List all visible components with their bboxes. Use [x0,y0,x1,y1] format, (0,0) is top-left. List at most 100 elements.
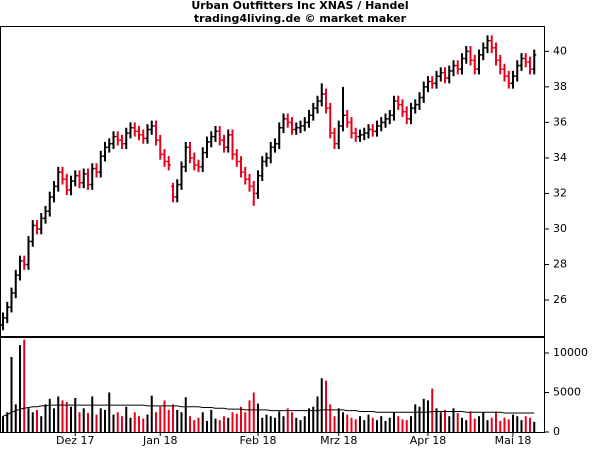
volume-bar [469,411,472,432]
volume-bar [418,406,421,432]
volume-bar [197,417,200,432]
volume-y-tick-label: 10000 [553,346,588,359]
volume-bar [286,408,289,432]
volume-bar [431,388,434,432]
volume-bar [19,345,21,432]
volume-bar [435,408,438,432]
volume-bar [520,420,523,432]
volume-bar [189,416,191,432]
volume-bar [163,400,166,432]
x-tick-label: Mrz 18 [320,434,357,447]
volume-bar [380,416,383,432]
x-tick-label: Feb 18 [240,434,277,447]
volume-bar [31,412,34,432]
y-tick-label: 30 [553,222,567,235]
volume-bar [269,416,272,432]
volume-bar [257,403,259,432]
volume-bar [265,414,268,432]
volume-bar [512,414,514,432]
volume-bar [363,420,366,432]
volume-bar [104,409,106,432]
volume-bar [371,417,374,432]
volume-bar [303,416,306,432]
y-tick-label: 34 [553,151,567,164]
volume-bar [448,416,451,432]
volume-bar [82,408,85,432]
volume-bar [427,400,429,432]
chart-title: Urban Outfitters Inc XNAS / Handel [191,0,408,12]
volume-ma-line [2,404,535,417]
volume-bar [299,420,302,432]
volume-bar [95,414,98,432]
volume-bar [121,416,123,432]
volume-bar [384,420,387,432]
y-tick-label: 38 [553,80,567,93]
volume-panel [0,337,545,433]
volume-bar [414,404,417,432]
volume-bar [218,420,221,432]
volume-bar [193,420,196,432]
y-tick-label: 26 [553,293,567,306]
volume-bar [486,420,489,432]
volume-bar [333,416,336,432]
volume-bar [167,409,170,432]
y-tick-label: 40 [553,44,567,57]
volume-bar [499,420,502,432]
volume-bar [291,412,293,432]
volume-bar [422,398,425,432]
x-tick-label: Jan 18 [142,434,177,447]
volume-bar [397,416,400,432]
volume-bar [465,420,468,432]
volume-bar [36,409,38,432]
volume-bar [533,421,536,432]
volume-bar [482,412,485,432]
volume-bar [210,409,213,432]
volume-bar [159,406,162,432]
y-tick-label: 28 [553,258,567,271]
x-tick-label: Dez 17 [56,434,95,447]
volume-bar [359,416,361,432]
volume-bar [206,420,208,432]
volume-bar [235,413,238,432]
volume-bar [65,401,68,432]
volume-bar [176,409,179,432]
volume-bar [78,412,81,432]
volume-bar [201,412,204,432]
volume-bar [125,406,128,432]
volume-bar [184,397,187,432]
volume-bar [507,419,510,432]
volume-bar [456,413,459,432]
volume-bar [329,404,332,432]
volume-bar [367,414,370,432]
chart-subtitle: trading4living.de © market maker [194,12,407,25]
volume-bar [91,396,94,432]
volume-bar [405,420,408,432]
volume-bar [48,398,51,432]
volume-bar [452,408,455,432]
volume-bar [10,356,13,432]
y-tick-label: 32 [553,186,567,199]
volume-bar [252,392,255,432]
volume-bar [516,416,519,432]
volume-bar [99,408,102,432]
volume-bar [6,412,9,432]
x-tick-label: Mai 18 [495,434,532,447]
volume-bar [227,417,230,432]
volume-bar [410,416,412,432]
volume-bar [244,412,247,432]
volume-bar [150,395,153,432]
volume-bar [439,412,442,432]
volume-bar [461,417,463,432]
volume-bar [142,418,145,432]
volume-bar [503,417,506,432]
volume-bar [316,396,319,432]
volume-bar [87,413,89,432]
volume-bar [388,417,391,432]
volume-bar [53,408,55,432]
volume-bar [155,412,157,432]
volume-bar [231,412,234,432]
volume-bar [320,378,323,432]
volume-bar [490,417,493,432]
volume-bar [312,406,315,432]
